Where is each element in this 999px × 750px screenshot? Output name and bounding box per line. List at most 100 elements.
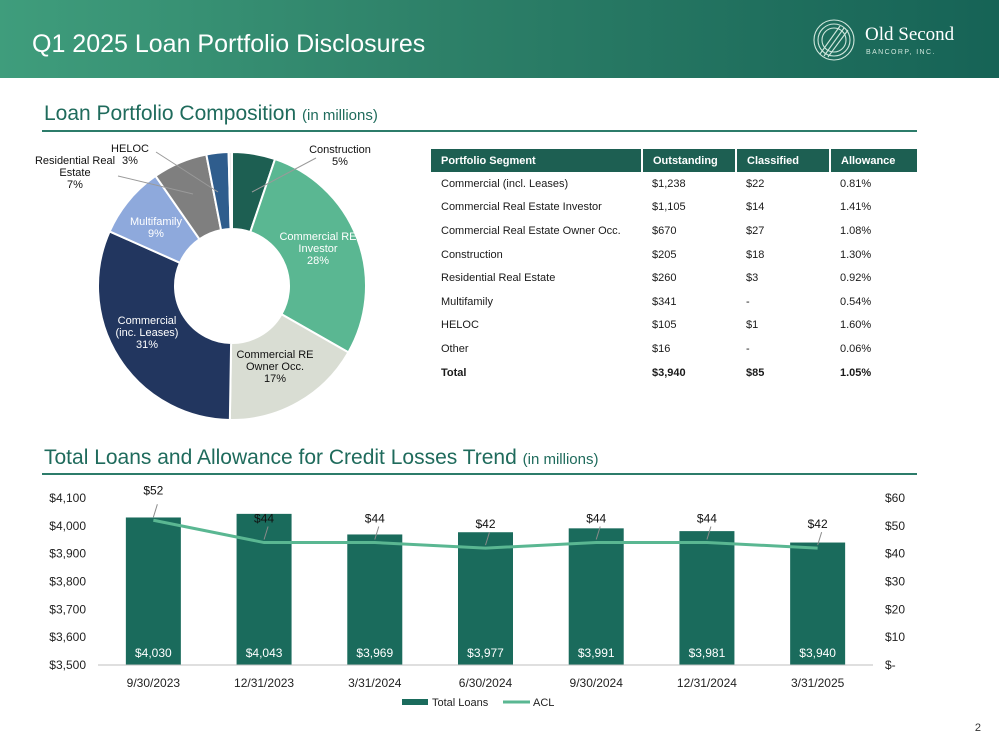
bar-value-label: $3,981: [689, 646, 726, 660]
composition-section-title: Loan Portfolio Composition (in millions): [44, 102, 378, 126]
y2-axis-tick-label: $40: [885, 547, 905, 561]
x-axis-tick-label: 12/31/2023: [234, 676, 294, 690]
pie-leader-line: [117, 175, 194, 195]
table-cell: Other: [441, 342, 469, 355]
x-axis-tick-label: 9/30/2023: [127, 676, 181, 690]
composition-title: Loan Portfolio Composition: [44, 102, 297, 125]
bar-value-label: $4,043: [246, 646, 283, 660]
table-cell: Commercial Real Estate Owner Occ.: [441, 224, 621, 237]
table-cell: 1.30%: [840, 248, 872, 261]
pie-slice-label: Residential Real Estate 7%: [35, 155, 115, 191]
x-axis-tick-label: 12/31/2024: [677, 676, 737, 690]
table-cell: $1,238: [652, 177, 686, 190]
y2-axis-tick-label: $20: [885, 602, 905, 616]
bar: [236, 513, 292, 665]
acl-value-label: $42: [475, 517, 495, 531]
table-cell: Residential Real Estate: [441, 272, 556, 285]
table-cell: Commercial (incl. Leases): [441, 177, 569, 190]
y-axis-tick-label: $3,600: [49, 630, 86, 644]
loans-acl-trend-chart: $3,500 $3,600 $3,700 $3,800 $3,900 $4,000 $4,1…: [49, 483, 905, 709]
bar: [679, 531, 735, 665]
composition-divider: [42, 130, 917, 132]
trend-title: Total Loans and Allowance for Credit Los…: [44, 446, 517, 469]
acl-value-label: $44: [365, 512, 385, 526]
table-row: Other $16 - 0.06%: [431, 337, 917, 361]
table-cell: $16: [652, 342, 671, 355]
y-axis-tick-label: $4,000: [49, 519, 86, 533]
trend-divider: [42, 473, 917, 475]
acl-label-leader: [595, 526, 601, 540]
pie-slice-label: Commercial RE Investor 28%: [279, 231, 356, 267]
table-total-row: Total $3,940 $85 1.05%: [431, 361, 917, 385]
table-cell: $27: [746, 224, 765, 237]
pie-slice-label: Construction 5%: [309, 144, 371, 168]
legend-label-acl: ACL: [533, 697, 554, 709]
table-row: Commercial Real Estate Owner Occ. $670 $27…: [431, 219, 917, 243]
table-cell: 0.92%: [840, 272, 872, 285]
y-axis-tick-label: $4,100: [49, 491, 86, 505]
table-cell: 0.06%: [840, 342, 872, 355]
acl-value-label: $44: [254, 512, 274, 526]
pie-leader-line: [155, 151, 219, 193]
column-header: Allowance: [830, 149, 917, 172]
table-cell: $260: [652, 272, 677, 285]
trend-unit: (in millions): [522, 451, 599, 468]
table-cell: 1.05%: [840, 366, 872, 379]
table-cell: $85: [746, 366, 765, 379]
table-cell: Total: [441, 366, 467, 379]
x-axis-tick-label: 9/30/2024: [570, 676, 624, 690]
pie-slice-label: Commercial (inc. Leases) 31%: [116, 315, 179, 351]
composition-unit: (in millions): [302, 107, 378, 124]
header-banner: Q1 2025 Loan Portfolio Disclosures Old S…: [0, 0, 999, 78]
pie-slice: [97, 230, 233, 421]
table-cell: Construction: [441, 248, 503, 261]
table-cell: 0.81%: [840, 177, 872, 190]
table-cell: $18: [746, 248, 765, 261]
table-cell: $1: [746, 319, 759, 332]
table-cell: $105: [652, 319, 677, 332]
portfolio-table: Portfolio Segment Outstanding Classified…: [431, 149, 917, 384]
table-cell: $341: [652, 295, 677, 308]
acl-label-leader: [263, 526, 269, 540]
bar-value-label: $3,969: [356, 646, 393, 660]
y2-axis-tick-label: $-: [885, 658, 896, 672]
table-cell: 1.60%: [840, 319, 872, 332]
logo-subtitle: BANCORP, INC.: [866, 49, 936, 56]
table-row: HELOC $105 $1 1.60%: [431, 314, 917, 338]
table-row: Commercial (incl. Leases) $1,238 $22 0.81%: [431, 172, 917, 196]
bar-value-label: $3,940: [799, 646, 836, 660]
pie-slice-label: Commercial RE Owner Occ. 17%: [236, 349, 313, 385]
table-row: Commercial Real Estate Investor $1,105 $14…: [431, 196, 917, 220]
table-cell: HELOC: [441, 319, 479, 332]
bar-value-label: $3,991: [578, 646, 615, 660]
legend-swatch-total-loans: [402, 699, 428, 705]
bar: [790, 542, 846, 665]
y2-axis-tick-label: $50: [885, 519, 905, 533]
table-cell: 1.08%: [840, 224, 872, 237]
table-cell: Multifamily: [441, 295, 493, 308]
pie-slice: [249, 157, 367, 354]
table-cell: $3: [746, 272, 759, 285]
pie-slice: [227, 150, 233, 231]
table-cell: $14: [746, 201, 765, 214]
acl-value-label: $42: [808, 517, 828, 531]
trend-section-title: Total Loans and Allowance for Credit Los…: [44, 446, 598, 470]
table-cell: 1.41%: [840, 201, 872, 214]
acl-value-label: $44: [697, 512, 717, 526]
bar-value-label: $4,030: [135, 646, 172, 660]
table-row: Multifamily $341 - 0.54%: [431, 290, 917, 314]
table-cell: $670: [652, 224, 677, 237]
x-axis-tick-label: 3/31/2025: [791, 676, 845, 690]
y-axis-tick-label: $3,500: [49, 658, 86, 672]
y-axis-tick-label: $3,700: [49, 602, 86, 616]
page-title: Q1 2025 Loan Portfolio Disclosures: [32, 30, 426, 58]
portfolio-donut-chart: Construction 5% Commercial RE Investor 28% Co…: [35, 143, 371, 421]
pie-leader-line: [251, 157, 317, 193]
table-cell: -: [746, 342, 750, 355]
bar: [347, 534, 403, 665]
table-header-row: Portfolio Segment Outstanding Classified…: [431, 149, 917, 172]
table-cell: 0.54%: [840, 295, 872, 308]
x-axis-tick-label: 6/30/2024: [459, 676, 513, 690]
company-logo: Old Second BANCORP, INC.: [810, 16, 990, 64]
y-axis-tick-label: $3,900: [49, 547, 86, 561]
